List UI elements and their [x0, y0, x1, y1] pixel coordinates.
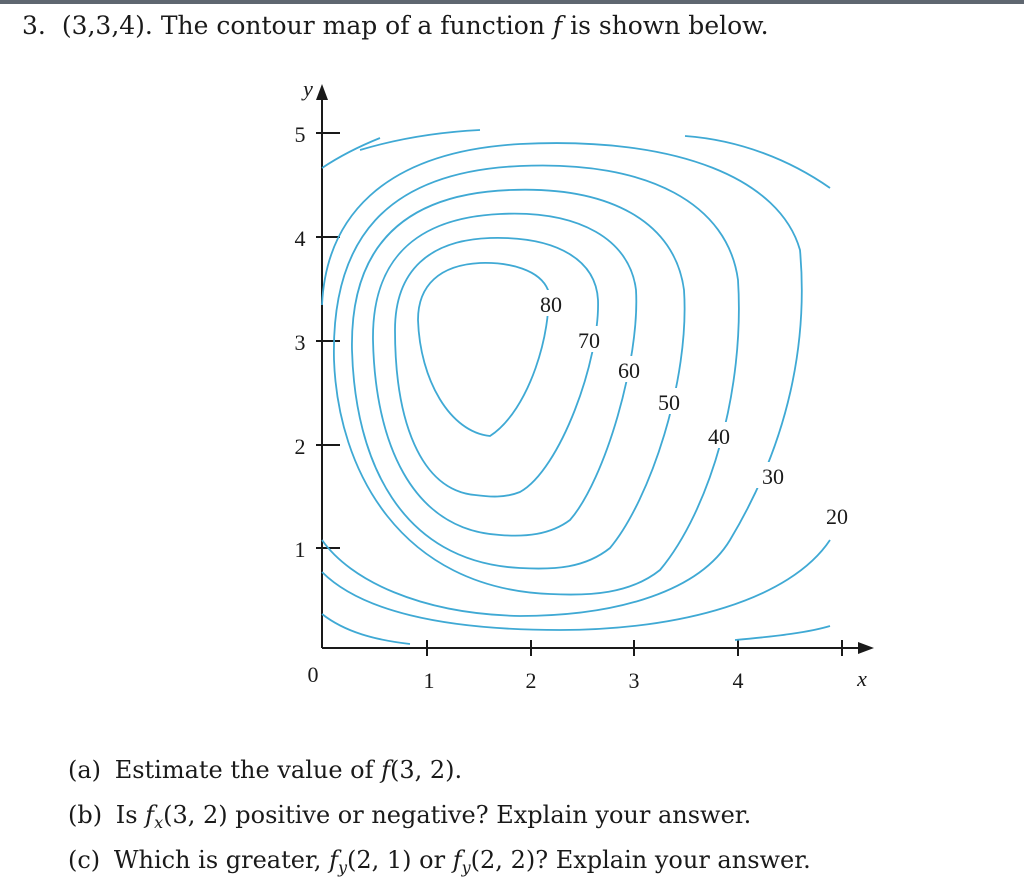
problem-text-after: is shown below.	[570, 11, 769, 40]
contour-line-20-topright	[684, 135, 831, 189]
contour-label-40: 40	[708, 424, 730, 449]
function-symbol: f	[552, 11, 563, 40]
contour-label-50: 50	[658, 390, 680, 415]
y-tick-label-4: 4	[295, 226, 306, 251]
question-b-tail: positive or negative? Explain your answe…	[235, 801, 752, 829]
question-c-args1: (2, 1)	[347, 846, 412, 874]
contour-label-80-bg	[534, 290, 568, 316]
y-axis-label: y	[301, 76, 313, 101]
contour-map-figure: y 5 4 3 2 1 0 1 2 3 4 x 80 70 60 50 40 3	[295, 76, 874, 693]
question-b: (b) Is fx(3, 2) positive or negative? Ex…	[68, 793, 811, 838]
question-c-func2: f	[452, 846, 462, 874]
contour-label-30: 30	[762, 464, 784, 489]
question-c-label: (c)	[68, 846, 101, 874]
question-b-func: f	[145, 801, 155, 829]
contour-line-20	[321, 539, 831, 631]
y-tick-label-5: 5	[295, 122, 306, 147]
contour-line-30	[321, 142, 803, 617]
question-b-args: (3, 2)	[163, 801, 228, 829]
question-c-text: Which is greater,	[113, 846, 322, 874]
contour-line-50	[351, 188, 686, 570]
contour-line-60	[372, 212, 638, 537]
problem-number: 3.	[22, 11, 46, 40]
contour-label-80: 80	[540, 292, 562, 317]
question-b-text: Is	[115, 801, 138, 829]
question-c-sub1: y	[337, 858, 347, 877]
question-a-args: (3, 2).	[390, 756, 463, 784]
question-c-func1: f	[329, 846, 338, 874]
problem-points: (3,3,4).	[61, 11, 153, 40]
x-tick-label-1: 1	[424, 668, 435, 693]
contour-lines	[321, 129, 831, 645]
y-tick-label-2: 2	[295, 434, 306, 459]
question-c: (c) Which is greater, fy(2, 1) or fy(2, …	[68, 838, 811, 883]
contour-label-30-bg	[756, 462, 790, 488]
question-c-connector: or	[419, 846, 446, 874]
question-a-func: f	[381, 756, 391, 784]
contour-line-20-topleft	[321, 137, 381, 169]
origin-label: 0	[308, 662, 319, 687]
question-c-sub2: y	[461, 858, 471, 877]
top-border	[0, 0, 1024, 4]
contour-line-20-bottom	[734, 625, 831, 641]
question-c-args2: (2, 2)?	[470, 846, 549, 874]
question-a-text: Estimate the value of	[114, 756, 374, 784]
x-tick-label-2: 2	[526, 668, 537, 693]
question-b-label: (b)	[68, 801, 103, 829]
contour-label-70: 70	[578, 328, 600, 353]
problem-statement: 3. (3,3,4). The contour map of a functio…	[22, 10, 769, 42]
y-tick-label-1: 1	[295, 537, 306, 562]
contour-line-20-corner	[321, 613, 411, 645]
contour-label-60: 60	[618, 358, 640, 383]
x-tick-label-4: 4	[733, 668, 744, 693]
contour-label-20-bg	[820, 502, 854, 528]
contour-label-40-bg	[702, 422, 736, 448]
contour-label-70-bg	[572, 326, 606, 352]
contour-line-40	[333, 164, 740, 596]
contour-label-50-bg	[652, 388, 686, 414]
x-axis-arrow	[858, 642, 874, 654]
x-axis-label: x	[856, 666, 867, 691]
problem-text-before: The contour map of a function	[160, 11, 545, 40]
question-list: (a) Estimate the value of f(3, 2). (b) I…	[68, 748, 811, 883]
contour-map-svg: y 5 4 3 2 1 0 1 2 3 4 x 80 70 60 50 40 3	[295, 76, 874, 693]
contour-line-70	[394, 237, 599, 498]
y-axis-arrow	[316, 84, 328, 100]
contour-line-20-top	[359, 129, 481, 151]
contour-line-80	[417, 262, 550, 437]
question-a-label: (a)	[68, 756, 102, 784]
contour-label-20: 20	[826, 504, 848, 529]
question-b-sub: x	[154, 813, 164, 832]
contour-label-60-bg	[612, 356, 646, 382]
x-tick-label-3: 3	[629, 668, 640, 693]
question-c-tail: Explain your answer.	[555, 846, 811, 874]
question-a: (a) Estimate the value of f(3, 2).	[68, 748, 811, 793]
y-tick-label-3: 3	[295, 330, 306, 355]
